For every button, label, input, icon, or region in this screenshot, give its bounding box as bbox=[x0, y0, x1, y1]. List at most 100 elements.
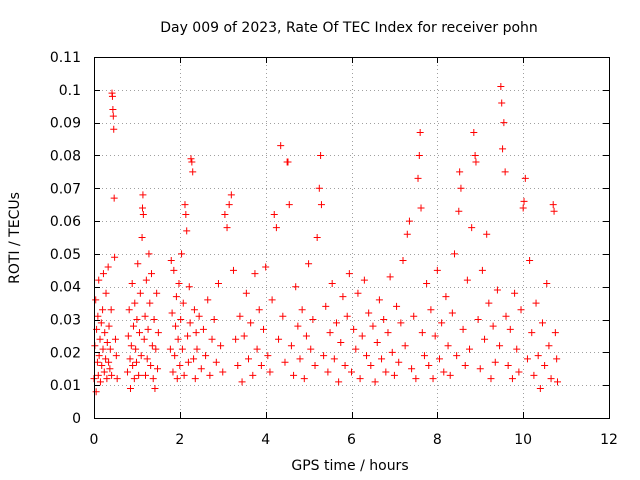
data-point bbox=[210, 316, 218, 324]
data-point bbox=[173, 375, 181, 383]
x-tick-labels: 0 2 4 6 8 10 12 bbox=[90, 432, 618, 448]
x-tick-label: 4 bbox=[261, 432, 270, 448]
data-point bbox=[151, 384, 159, 392]
data-point bbox=[296, 355, 304, 363]
data-point bbox=[144, 325, 152, 333]
data-point bbox=[212, 358, 220, 366]
data-point bbox=[145, 250, 153, 258]
data-point bbox=[429, 375, 437, 383]
x-tick-label: 2 bbox=[175, 432, 184, 448]
data-point bbox=[405, 217, 413, 225]
data-point bbox=[221, 211, 229, 219]
data-point bbox=[541, 361, 549, 369]
data-point bbox=[330, 355, 338, 363]
data-point bbox=[554, 378, 561, 386]
data-point bbox=[98, 361, 106, 369]
data-point bbox=[260, 325, 268, 333]
data-point bbox=[553, 355, 561, 363]
y-tick-label: 0 bbox=[72, 411, 81, 427]
data-point bbox=[298, 306, 306, 314]
data-point bbox=[378, 355, 386, 363]
data-point bbox=[107, 306, 115, 314]
data-point bbox=[247, 319, 255, 327]
data-point bbox=[457, 184, 465, 192]
data-point bbox=[131, 299, 139, 307]
data-point bbox=[257, 361, 265, 369]
data-point bbox=[245, 355, 252, 363]
data-point bbox=[154, 329, 162, 337]
data-point bbox=[414, 174, 422, 182]
data-point bbox=[103, 339, 111, 347]
x-tick-label: 10 bbox=[514, 432, 532, 448]
data-point bbox=[138, 204, 146, 212]
data-point bbox=[313, 234, 321, 241]
data-point bbox=[93, 358, 101, 366]
data-point bbox=[317, 151, 325, 159]
data-point bbox=[199, 325, 207, 333]
data-point bbox=[427, 306, 435, 314]
data-point bbox=[431, 332, 439, 340]
data-point bbox=[217, 342, 225, 350]
data-point bbox=[279, 312, 287, 320]
data-point bbox=[497, 83, 505, 91]
data-point bbox=[365, 309, 373, 317]
data-point bbox=[140, 335, 148, 343]
data-point bbox=[108, 371, 116, 379]
data-point bbox=[168, 309, 176, 317]
data-point bbox=[277, 142, 285, 150]
data-point bbox=[94, 371, 102, 379]
data-point bbox=[192, 329, 200, 337]
data-point bbox=[214, 279, 222, 287]
data-point bbox=[397, 319, 405, 327]
data-point bbox=[456, 168, 464, 176]
data-point bbox=[461, 361, 469, 369]
data-point bbox=[519, 204, 527, 212]
data-point bbox=[520, 197, 528, 205]
data-point bbox=[489, 322, 497, 330]
data-point bbox=[240, 332, 248, 340]
data-point bbox=[294, 322, 302, 330]
data-point bbox=[356, 375, 364, 383]
data-point bbox=[174, 335, 182, 343]
data-point bbox=[106, 345, 114, 353]
data-point bbox=[511, 289, 519, 297]
data-point bbox=[130, 375, 138, 383]
data-point bbox=[496, 342, 504, 350]
data-point bbox=[292, 283, 300, 291]
data-point bbox=[225, 201, 233, 209]
data-point bbox=[206, 371, 214, 379]
data-point bbox=[538, 319, 546, 327]
data-point bbox=[184, 358, 192, 366]
data-point bbox=[481, 335, 489, 343]
data-point bbox=[204, 296, 212, 304]
data-point bbox=[444, 342, 452, 350]
data-point bbox=[202, 352, 210, 360]
data-point bbox=[551, 329, 559, 337]
data-point bbox=[369, 322, 377, 330]
data-point bbox=[138, 234, 146, 241]
data-point bbox=[109, 106, 117, 114]
data-point bbox=[95, 276, 103, 284]
data-point bbox=[501, 168, 509, 176]
data-point bbox=[178, 250, 186, 258]
data-point bbox=[236, 312, 244, 320]
data-point bbox=[124, 332, 132, 340]
data-point bbox=[188, 158, 196, 166]
y-tick-label: 0.1 bbox=[59, 83, 81, 99]
data-point bbox=[332, 319, 340, 327]
data-point bbox=[268, 296, 276, 304]
data-point bbox=[187, 155, 195, 163]
y-tick-label: 0.03 bbox=[50, 313, 81, 329]
data-point bbox=[478, 266, 486, 274]
data-point bbox=[417, 204, 425, 212]
data-point bbox=[530, 371, 538, 379]
data-point bbox=[191, 375, 199, 383]
x-axis-label: GPS time / hours bbox=[291, 458, 408, 474]
data-point bbox=[305, 260, 313, 268]
data-point bbox=[132, 358, 140, 366]
data-point bbox=[476, 365, 484, 373]
data-point bbox=[272, 224, 280, 232]
data-point bbox=[408, 365, 416, 373]
data-point bbox=[343, 312, 351, 320]
